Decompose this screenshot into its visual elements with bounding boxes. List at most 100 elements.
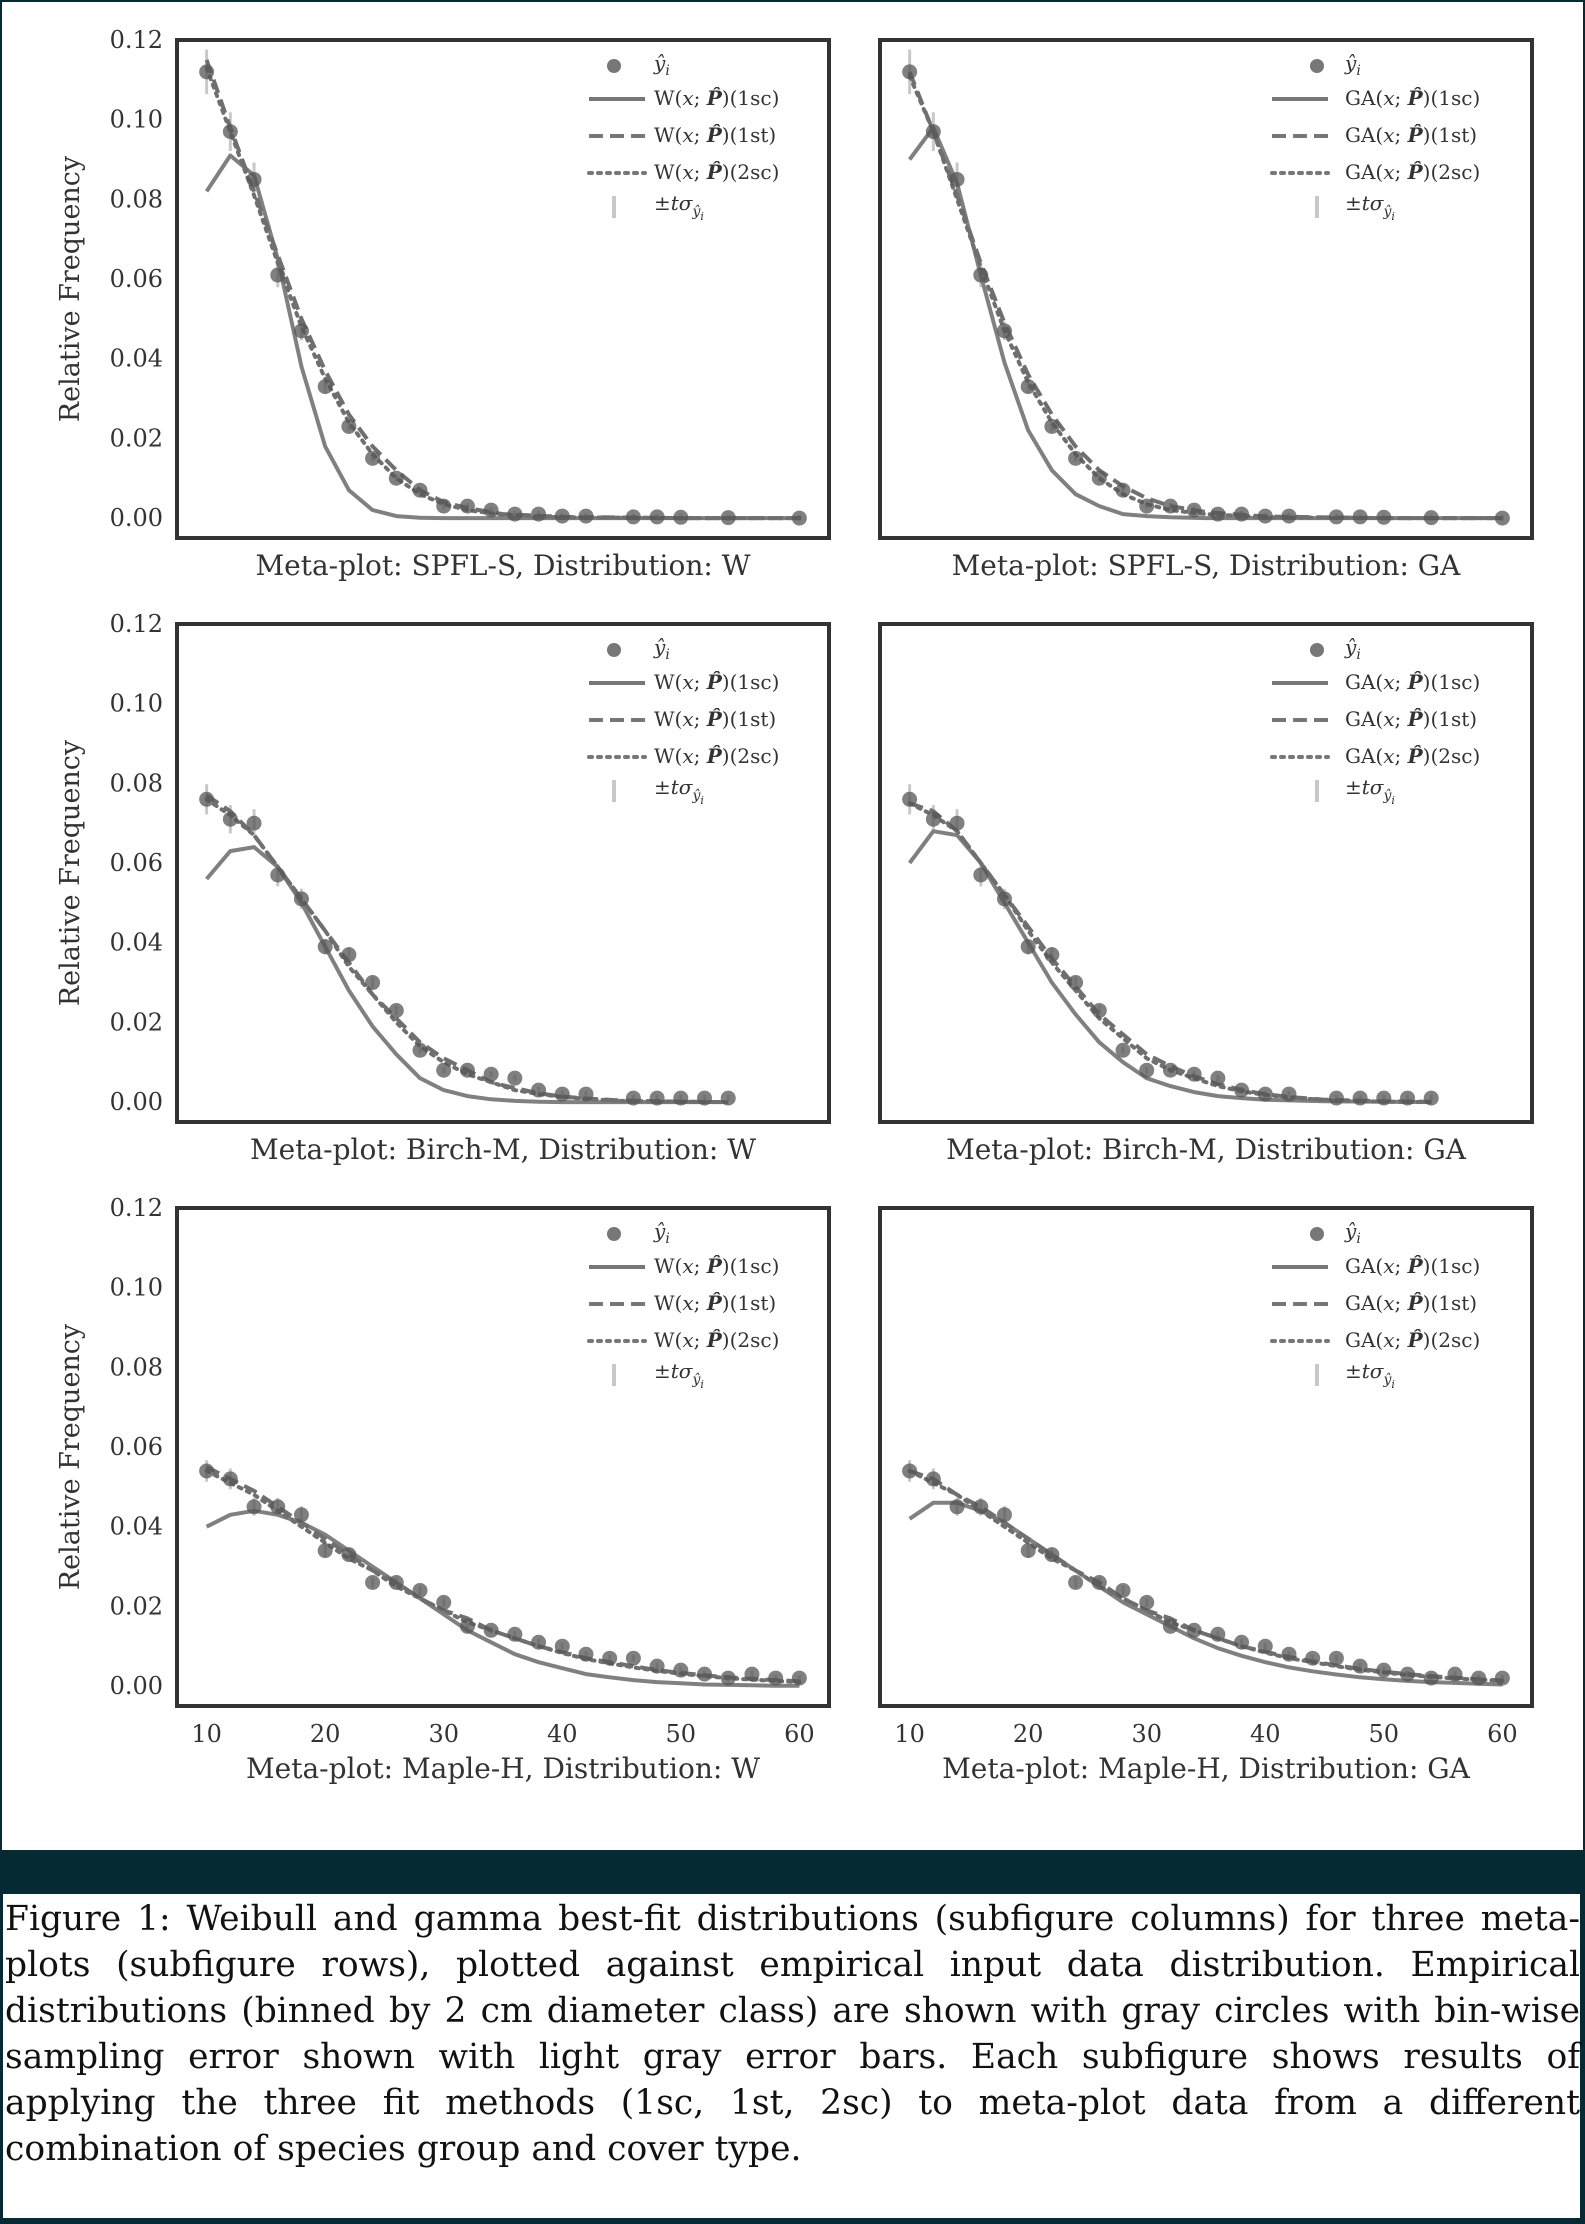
subplot-title: Meta-plot: Birch-M, Distribution: W [250,1133,756,1166]
data-point [1352,1090,1368,1106]
fit-line-1sc [204,153,800,521]
y-tick-label: 0.04 [110,929,163,957]
fit-line-2sc [204,65,802,521]
legend-label-2sc: W(x; P̂)(2sc) [654,160,779,184]
data-point [199,64,215,80]
y-axis-label: Relative Frequency [55,1323,86,1590]
data-point [1044,947,1060,963]
data-point [697,1666,713,1682]
y-tick-label: 0.10 [110,690,163,718]
legend-label-yhat: ŷi [1344,51,1361,79]
legend-label-yhat: ŷi [653,1219,670,1247]
fit-line-1st [908,801,1432,1104]
data-point [1020,939,1036,955]
legend-label-error: ±tσŷi [654,1359,704,1391]
legend-label-error: ±tσŷi [654,775,704,807]
data-point [388,1574,404,1590]
data-point [1068,450,1084,466]
data-point [1115,1582,1131,1598]
data-point [1162,1062,1178,1078]
legend-label-yhat: ŷi [1344,1219,1361,1247]
legend-point-marker [607,643,621,657]
data-point [246,171,262,187]
data-point [625,1090,641,1106]
y-tick-label: 0.04 [110,1513,163,1541]
data-point [199,1463,215,1479]
y-tick-label: 0.04 [110,345,163,373]
data-point [412,1582,428,1598]
legend-label-1sc: W(x; P̂)(1sc) [654,670,779,694]
data-point [222,1471,238,1487]
data-point [365,1574,381,1590]
fit-line-1st [204,59,800,521]
legend-label-2sc: GA(x; P̂)(2sc) [1345,160,1480,184]
data-point [341,418,357,434]
data-point [1447,1666,1463,1682]
legend-label-1st: GA(x; P̂)(1st) [1345,1291,1477,1315]
x-tick-label: 50 [666,1720,697,1748]
data-point [1091,1002,1107,1018]
y-tick-label: 0.06 [110,849,163,877]
data-point [1494,1670,1510,1686]
legend-label-1st: W(x; P̂)(1st) [654,123,776,147]
data-point [1281,1086,1297,1102]
y-tick-label: 0.02 [110,424,163,452]
data-point [293,891,309,907]
data-point [649,509,665,525]
data-point [578,508,594,524]
data-point [973,867,989,883]
legend-label-1st: W(x; P̂)(1st) [654,1291,776,1315]
data-point [246,1499,262,1515]
data-point [949,815,965,831]
data-point [483,1622,499,1638]
legend-label-2sc: W(x; P̂)(2sc) [654,1328,779,1352]
legend-label-1sc: W(x; P̂)(1sc) [654,86,779,110]
data-point [270,1499,286,1515]
data-point [1234,506,1250,522]
subplot-title: Meta-plot: SPFL-S, Distribution: W [256,549,751,582]
data-point [246,815,262,831]
data-point [1423,1090,1439,1106]
data-point [412,1042,428,1058]
data-point [996,891,1012,907]
y-tick-label: 0.08 [110,769,163,797]
data-point [1257,1638,1273,1654]
legend-label-1st: GA(x; P̂)(1st) [1345,123,1477,147]
y-tick-label: 0.06 [110,265,163,293]
data-point [1044,418,1060,434]
data-point [459,1062,475,1078]
x-tick-label: 60 [784,1720,815,1748]
data-point [925,1471,941,1487]
data-point [554,508,570,524]
data-point [1234,1082,1250,1098]
data-point [996,1507,1012,1523]
data-point [1020,1543,1036,1559]
data-point [1210,506,1226,522]
data-point [649,1658,665,1674]
legend-point-marker [607,1227,621,1241]
y-tick-label: 0.10 [110,106,163,134]
data-point [1139,1062,1155,1078]
data-point [973,267,989,283]
data-point [1091,470,1107,486]
data-point [317,379,333,395]
data-point [791,510,807,526]
data-point [1115,482,1131,498]
data-point [1210,1626,1226,1642]
plot-area [199,49,807,526]
data-point [388,1002,404,1018]
data-point [507,1626,523,1642]
x-tick-label: 30 [1131,1720,1162,1748]
legend: ŷi W(x; P̂)(1sc) W(x; P̂)(1st) W(x; P̂)(2sc… [587,1219,779,1391]
legend: ŷi GA(x; P̂)(1sc) GA(x; P̂)(1st) GA(x; P̂)(… [1270,51,1480,223]
x-tick-label: 10 [894,1720,925,1748]
chart-grid: 0.00 0.02 0.04 0.06 0.08 0.10 0.12 Relative Fre… [55,26,1534,1785]
data-point [625,1650,641,1666]
data-point [531,506,547,522]
fit-line-2sc [907,801,1434,1105]
y-tick-label: 0.08 [110,185,163,213]
plot-area [902,1460,1510,1687]
data-point [578,1646,594,1662]
data-point [697,1090,713,1106]
legend-label-1st: W(x; P̂)(1st) [654,707,776,731]
